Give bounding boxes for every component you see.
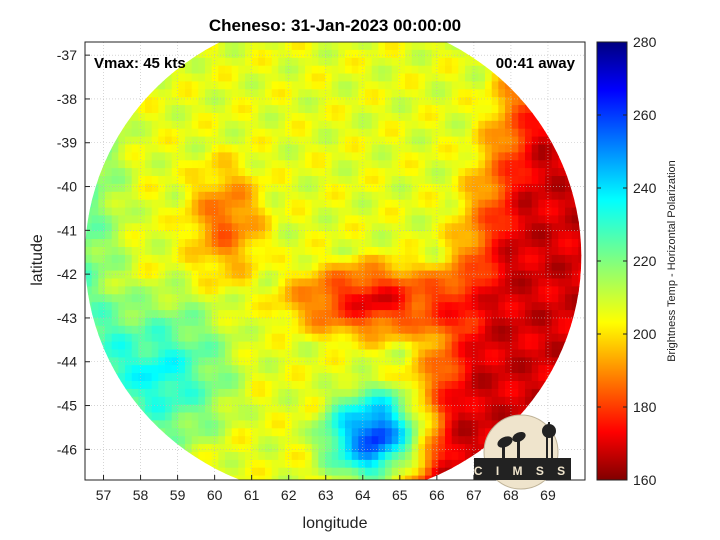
y-axis-label: latitude <box>29 234 46 286</box>
colorbar-tick-label: 180 <box>633 399 657 415</box>
colorbar-tick-label: 240 <box>633 180 657 196</box>
colorbar: 160 180 200 220 240 260 280 Brightness Temp - … <box>596 34 678 488</box>
time-away-annotation: 00:41 away <box>496 55 576 72</box>
x-tick-label: 63 <box>318 487 334 503</box>
x-tick-label: 69 <box>540 487 556 503</box>
y-tick-label: -42 <box>57 266 77 282</box>
grid <box>85 42 585 480</box>
colorbar-tick-label: 280 <box>633 34 657 50</box>
x-ticks: 57 58 59 60 61 62 63 64 65 66 67 68 69 <box>96 475 556 503</box>
x-tick-label: 65 <box>392 487 408 503</box>
colorbar-tick-label: 160 <box>633 472 657 488</box>
y-tick-label: -45 <box>57 398 77 414</box>
colorbar-label: Brightness Temp - Horizontal Polarizatio… <box>666 160 678 362</box>
x-tick-label: 66 <box>429 487 445 503</box>
vmax-annotation: Vmax: 45 kts <box>94 55 186 72</box>
y-ticks: -37 -38 -39 -40 -41 -42 -43 -44 -45 -46 <box>57 47 90 457</box>
x-tick-label: 67 <box>466 487 482 503</box>
y-tick-label: -46 <box>57 441 77 457</box>
y-tick-label: -41 <box>57 222 77 238</box>
colorbar-tick-label: 200 <box>633 326 657 342</box>
colorbar-tick-label: 260 <box>633 107 657 123</box>
y-tick-label: -40 <box>57 179 77 195</box>
colorbar-tick-label: 220 <box>633 253 657 269</box>
x-tick-label: 59 <box>170 487 186 503</box>
colorbar-ticks: 160 180 200 220 240 260 280 <box>597 34 657 488</box>
chart-title: Cheneso: 31-Jan-2023 00:00:00 <box>209 16 461 35</box>
y-tick-label: -44 <box>57 354 77 370</box>
x-axis-label: longitude <box>303 515 368 532</box>
x-tick-label: 64 <box>355 487 371 503</box>
y-tick-label: -37 <box>57 47 77 63</box>
x-tick-label: 61 <box>244 487 260 503</box>
axes-frame <box>84 41 586 481</box>
y-tick-label: -43 <box>57 310 77 326</box>
x-tick-label: 58 <box>133 487 149 503</box>
x-tick-label: 62 <box>281 487 297 503</box>
x-tick-label: 57 <box>96 487 112 503</box>
y-tick-label: -39 <box>57 135 77 151</box>
svg-text:C I M S S: C I M S S <box>474 464 570 478</box>
cimss-logo: C I M S S <box>474 414 571 490</box>
x-tick-label: 68 <box>503 487 519 503</box>
x-tick-label: 60 <box>207 487 223 503</box>
y-tick-label: -38 <box>57 91 77 107</box>
